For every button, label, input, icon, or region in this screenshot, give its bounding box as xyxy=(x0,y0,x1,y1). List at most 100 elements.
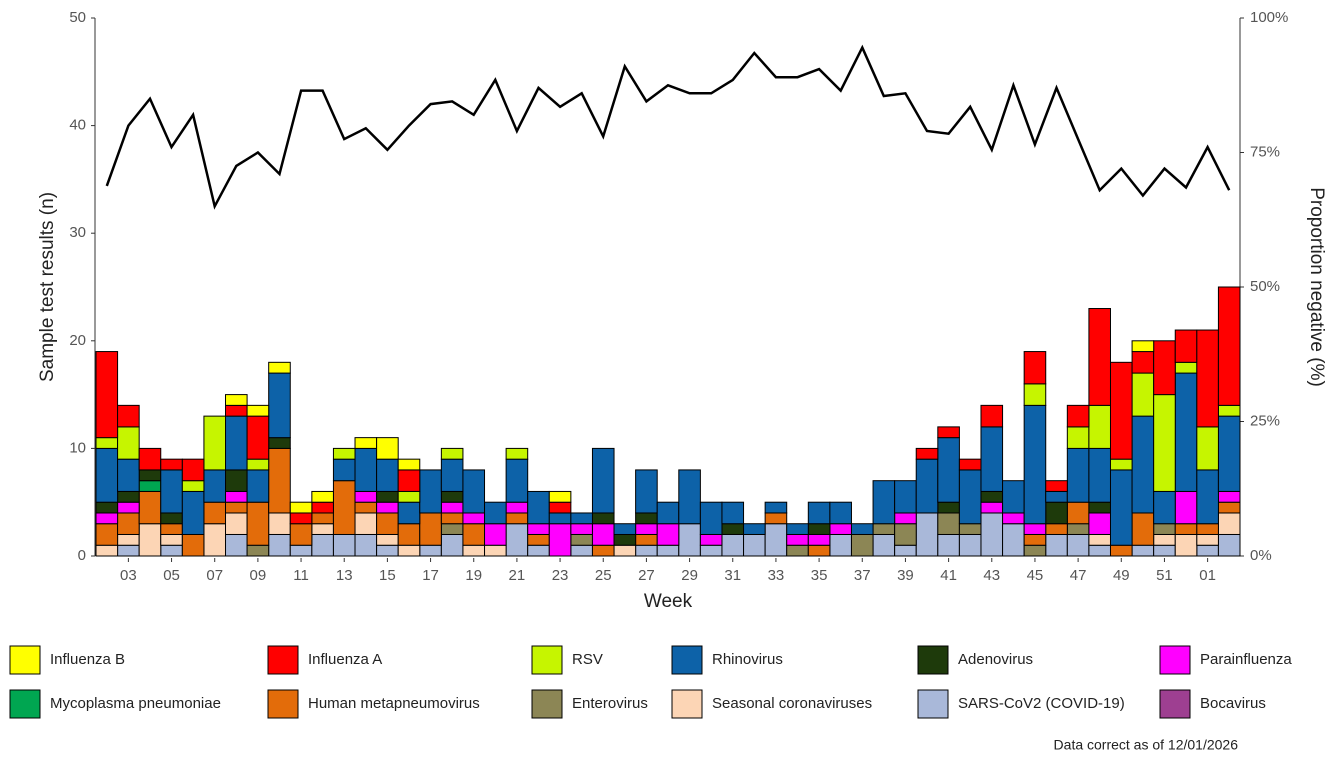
bar-segment xyxy=(505,447,529,460)
legend-label: Influenza A xyxy=(308,651,382,668)
bar-segment xyxy=(829,523,852,535)
bar-segment xyxy=(419,544,442,557)
bar-segment xyxy=(915,512,939,557)
bar-segment xyxy=(1088,512,1111,535)
bar-segment xyxy=(894,480,917,514)
x-tick-label: 01 xyxy=(1199,567,1216,584)
legend-swatch xyxy=(267,689,299,719)
bar-segment xyxy=(937,426,960,439)
bar-segment xyxy=(484,544,507,557)
x-tick-label: 25 xyxy=(595,567,612,584)
bar-segment xyxy=(95,351,119,439)
bar-segment xyxy=(268,361,291,374)
bar-segment xyxy=(246,544,270,557)
bar-segment xyxy=(915,458,939,514)
bar-segment xyxy=(656,544,680,557)
bar-segment xyxy=(138,480,162,492)
bar-segment xyxy=(289,512,313,525)
legend-swatch xyxy=(267,645,299,675)
bar-segment xyxy=(95,437,119,449)
bar-segment xyxy=(376,458,399,492)
bar-segment xyxy=(850,523,874,535)
bar-segment xyxy=(1002,523,1025,557)
bar-segment xyxy=(440,533,464,557)
bar-segment xyxy=(484,501,507,525)
bar-segment xyxy=(505,458,529,503)
bar-segment xyxy=(1196,523,1219,535)
bar-segment xyxy=(591,523,615,546)
bar-segment xyxy=(721,523,745,535)
bar-segment xyxy=(1088,447,1111,503)
bar-segment xyxy=(332,533,356,557)
y-tick-label: 20 xyxy=(69,332,86,349)
bar-segment xyxy=(419,512,442,546)
bar-segment xyxy=(591,512,615,525)
bar-segment xyxy=(980,512,1004,557)
legend-swatch xyxy=(917,645,949,675)
bar-segment xyxy=(1109,469,1133,546)
bar-segment xyxy=(807,544,831,557)
x-tick-label: 05 xyxy=(163,567,180,584)
bar-segment xyxy=(1217,501,1241,514)
bar-segment xyxy=(505,501,529,514)
bar-segment xyxy=(181,480,205,492)
bar-segment xyxy=(872,533,896,557)
legend-label: Influenza B xyxy=(50,651,125,668)
bar-segment xyxy=(1217,415,1241,492)
x-tick-label: 27 xyxy=(638,567,655,584)
bar-segment xyxy=(440,490,464,503)
bar-segment xyxy=(268,533,291,557)
annotation: Data correct as of 12/01/2026 xyxy=(1054,737,1239,753)
bar-segment xyxy=(613,544,637,557)
bar-segment xyxy=(570,544,593,557)
bar-segment xyxy=(527,490,550,525)
bar-segment xyxy=(160,512,183,525)
bar-segment xyxy=(397,458,421,471)
x-tick-label: 21 xyxy=(509,567,526,584)
bar-segment xyxy=(440,458,464,492)
bar-segment xyxy=(1153,523,1176,535)
bar-segment xyxy=(1217,533,1241,557)
bar-segment xyxy=(117,544,140,557)
bar-segment xyxy=(289,523,313,546)
bar-segment xyxy=(591,447,615,514)
bar-segment xyxy=(807,501,831,525)
bar-segment xyxy=(160,469,183,514)
bar-segment xyxy=(678,469,701,525)
bar-segment xyxy=(376,437,399,460)
bar-segment xyxy=(1174,361,1198,374)
bar-segment xyxy=(376,533,399,546)
bar-segment xyxy=(1217,490,1241,503)
x-tick-label: 33 xyxy=(768,567,785,584)
bar-segment xyxy=(894,544,917,557)
bar-segment xyxy=(635,512,658,525)
bar-segment xyxy=(332,480,356,535)
bar-segment xyxy=(570,512,593,525)
bar-segment xyxy=(527,523,550,535)
bar-segment xyxy=(225,415,248,471)
bar-segment xyxy=(613,533,637,546)
bar-segment xyxy=(980,426,1004,492)
bar-segment xyxy=(160,533,183,546)
bar-segment xyxy=(117,426,140,460)
bar-segment xyxy=(1066,501,1090,525)
bar-segment xyxy=(1196,426,1219,471)
bar-segment xyxy=(117,404,140,428)
bar-segment xyxy=(397,469,421,492)
bar-segment xyxy=(117,490,140,503)
bar-segment xyxy=(1088,544,1111,557)
bar-segment xyxy=(311,512,334,525)
bar-segment xyxy=(332,458,356,482)
bar-segment xyxy=(958,523,982,535)
bar-segment xyxy=(548,501,572,514)
bar-segment xyxy=(268,512,291,535)
bar-segment xyxy=(462,512,486,525)
legend-label: Enterovirus xyxy=(572,695,648,712)
bar-segment xyxy=(743,523,766,535)
bar-segment xyxy=(160,458,183,471)
bar-segment xyxy=(1174,329,1198,363)
bar-segment xyxy=(1045,501,1068,525)
bar-segment xyxy=(937,512,960,535)
bar-segment xyxy=(354,490,378,503)
bar-segment xyxy=(548,490,572,503)
